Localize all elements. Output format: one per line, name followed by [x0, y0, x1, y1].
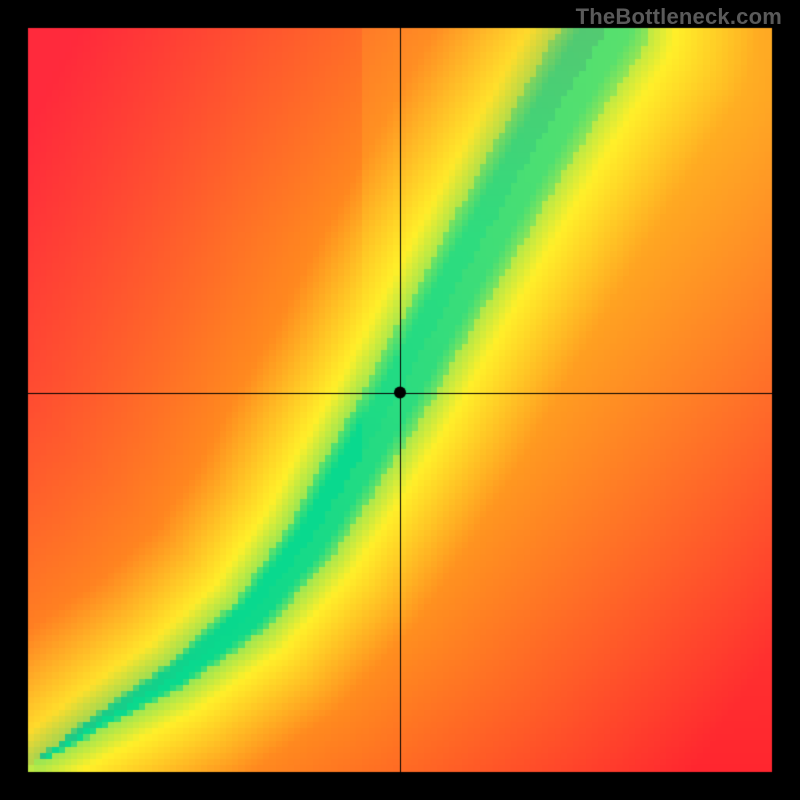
chart-container: TheBottleneck.com [0, 0, 800, 800]
heatmap-canvas [0, 0, 800, 800]
watermark-text: TheBottleneck.com [576, 4, 782, 30]
